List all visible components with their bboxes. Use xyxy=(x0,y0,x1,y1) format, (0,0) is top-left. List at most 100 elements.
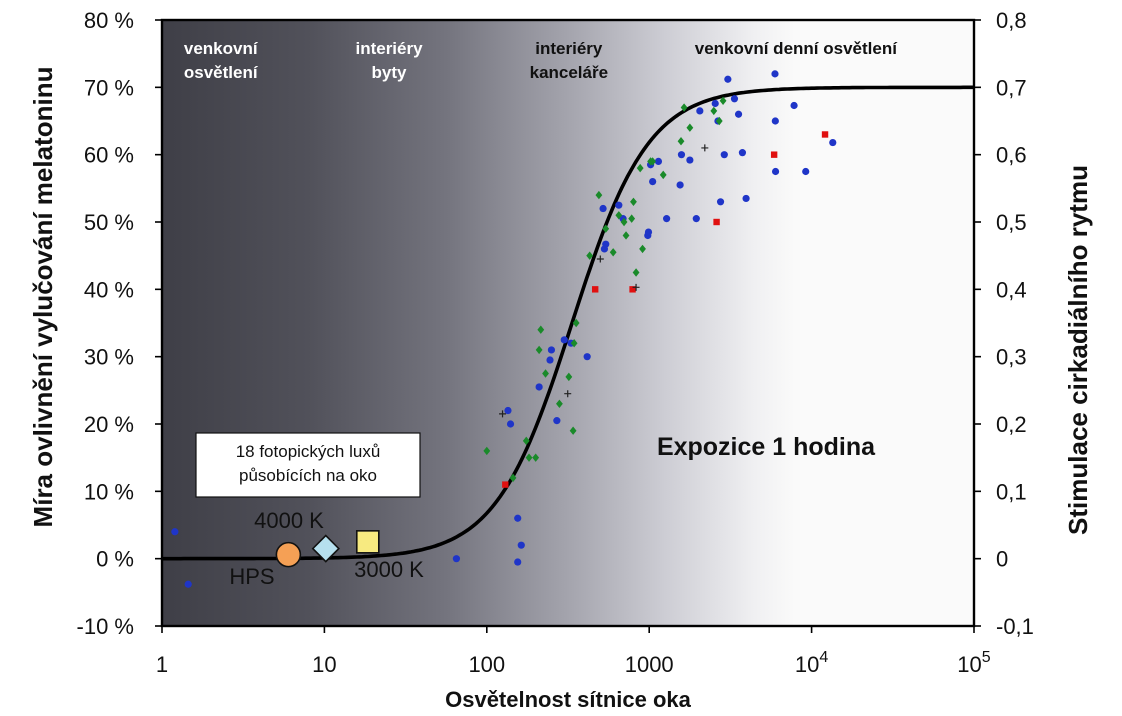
point-green-diamonds xyxy=(677,137,685,146)
point-blue-circles xyxy=(644,228,653,236)
point-blue-circles xyxy=(514,558,522,566)
y-right-tick-label: 0,2 xyxy=(996,412,1027,437)
point-blue-circles xyxy=(171,528,179,536)
y-axis-left-label: Míra ovlivnění vylučování melatoninu xyxy=(28,67,58,528)
point-green-diamonds xyxy=(622,231,630,240)
region-label-0: venkovní osvětlení xyxy=(184,39,259,82)
region-labels: venkovní osvětlení interiéry byty interiéry k… xyxy=(184,39,898,82)
point-green-diamonds xyxy=(569,426,577,435)
x-tick-label: 1 xyxy=(156,652,168,677)
point-black-crosses xyxy=(499,410,507,418)
point-blue-circles xyxy=(696,107,704,115)
point-blue-circles xyxy=(790,101,798,110)
point-blue-circles xyxy=(599,204,607,213)
point-green-diamonds xyxy=(630,197,637,206)
data-points xyxy=(171,70,837,588)
point-black-crosses xyxy=(701,144,709,152)
y-right-tick-label: 0 xyxy=(996,547,1008,572)
point-green-diamonds xyxy=(483,446,491,456)
point-red-squares xyxy=(629,286,636,293)
light-source-markers xyxy=(275,530,380,568)
y-left-tick-label: 10 % xyxy=(84,479,134,504)
point-green-diamonds xyxy=(602,224,610,233)
point-green-diamonds xyxy=(572,318,580,328)
point-green-diamonds xyxy=(509,473,517,483)
point-blue-circles xyxy=(547,346,556,354)
x-tick-label: 1000 xyxy=(625,652,674,677)
point-green-diamonds xyxy=(570,339,578,348)
point-blue-circles xyxy=(452,555,461,563)
marker-hps xyxy=(275,541,302,568)
plot-background xyxy=(162,20,974,626)
point-blue-circles xyxy=(535,383,543,391)
y-right-tick-label: 0,1 xyxy=(996,479,1027,504)
plot-frame xyxy=(160,18,976,628)
y-left-tick-label: 60 % xyxy=(84,143,134,168)
y-axis-right-ticks: 0,8 0,7 0,6 0,5 0,4 0,3 0,2 0,1 0 -0,1 xyxy=(974,8,1034,639)
point-black-crosses xyxy=(632,283,640,291)
point-blue-circles xyxy=(720,151,728,159)
point-green-diamonds xyxy=(620,217,628,227)
y-right-tick-label: 0,4 xyxy=(996,277,1027,302)
region-label-1: interiéry byty xyxy=(355,39,423,82)
point-blue-circles xyxy=(506,420,515,428)
point-blue-circles xyxy=(711,99,719,108)
point-green-diamonds xyxy=(542,369,549,378)
point-blue-circles xyxy=(771,117,779,125)
x-tick-exponent: 5 xyxy=(982,649,991,666)
point-blue-circles xyxy=(742,194,750,203)
point-green-diamonds xyxy=(636,163,644,173)
point-black-crosses xyxy=(596,255,604,263)
point-red-squares xyxy=(713,218,720,226)
point-blue-circles xyxy=(560,336,568,344)
point-blue-circles xyxy=(602,240,610,248)
point-blue-circles xyxy=(730,95,739,103)
y-left-tick-label: 0 % xyxy=(96,547,134,572)
marker-4000k xyxy=(311,534,340,563)
y-left-tick-label: 70 % xyxy=(84,75,134,100)
y-left-tick-label: 30 % xyxy=(84,345,134,370)
region-label-2: interiéry kanceláře xyxy=(530,39,608,82)
y-right-tick-label: 0,8 xyxy=(996,8,1027,33)
point-green-diamonds xyxy=(639,244,646,254)
y-left-tick-label: 20 % xyxy=(84,412,134,437)
point-blue-circles xyxy=(615,201,623,209)
y-axis-left-ticks: 80 % 70 % 60 % 50 % 40 % 30 % 20 % 10 % 0 % -10 % xyxy=(77,8,162,639)
point-green-diamonds xyxy=(710,106,718,116)
point-blue-circles xyxy=(738,149,747,157)
point-green-diamonds xyxy=(522,436,530,446)
y-right-tick-label: 0,7 xyxy=(996,75,1027,100)
point-blue-circles xyxy=(802,167,810,176)
point-green-diamonds xyxy=(586,251,594,260)
y-left-tick-label: -10 % xyxy=(77,614,134,639)
point-blue-circles xyxy=(716,198,725,206)
y-left-tick-label: 50 % xyxy=(84,210,134,235)
y-right-tick-label: 0,6 xyxy=(996,143,1027,168)
region-label-line: venkovní denní osvětlení xyxy=(695,39,898,58)
point-green-diamonds xyxy=(628,214,636,223)
region-label-line: interiéry xyxy=(535,39,603,58)
point-red-squares xyxy=(502,481,509,488)
x-tick-label: 100 xyxy=(468,652,505,677)
point-red-squares xyxy=(821,131,829,138)
region-label-line: venkovní xyxy=(184,39,259,58)
point-blue-circles xyxy=(677,151,686,159)
point-blue-circles xyxy=(583,353,591,361)
x-tick-base: 10 xyxy=(957,652,981,677)
point-green-diamonds xyxy=(532,453,540,462)
point-green-diamonds xyxy=(632,268,640,277)
point-green-diamonds xyxy=(556,399,563,408)
x-tick-label: 104 xyxy=(795,649,828,677)
point-green-diamonds xyxy=(649,157,657,166)
region-label-line: interiéry xyxy=(355,39,423,58)
point-green-diamonds xyxy=(719,96,727,105)
point-red-squares xyxy=(770,151,778,158)
y-axis-right-label: Stimulace cirkadiálního rytmu xyxy=(1063,165,1093,535)
point-green-diamonds xyxy=(715,116,723,126)
marker-3000k xyxy=(355,530,380,554)
label-4000k: 4000 K xyxy=(254,508,324,533)
point-green-diamonds xyxy=(609,248,617,257)
point-blue-circles xyxy=(829,138,837,147)
point-blue-circles xyxy=(663,215,671,223)
